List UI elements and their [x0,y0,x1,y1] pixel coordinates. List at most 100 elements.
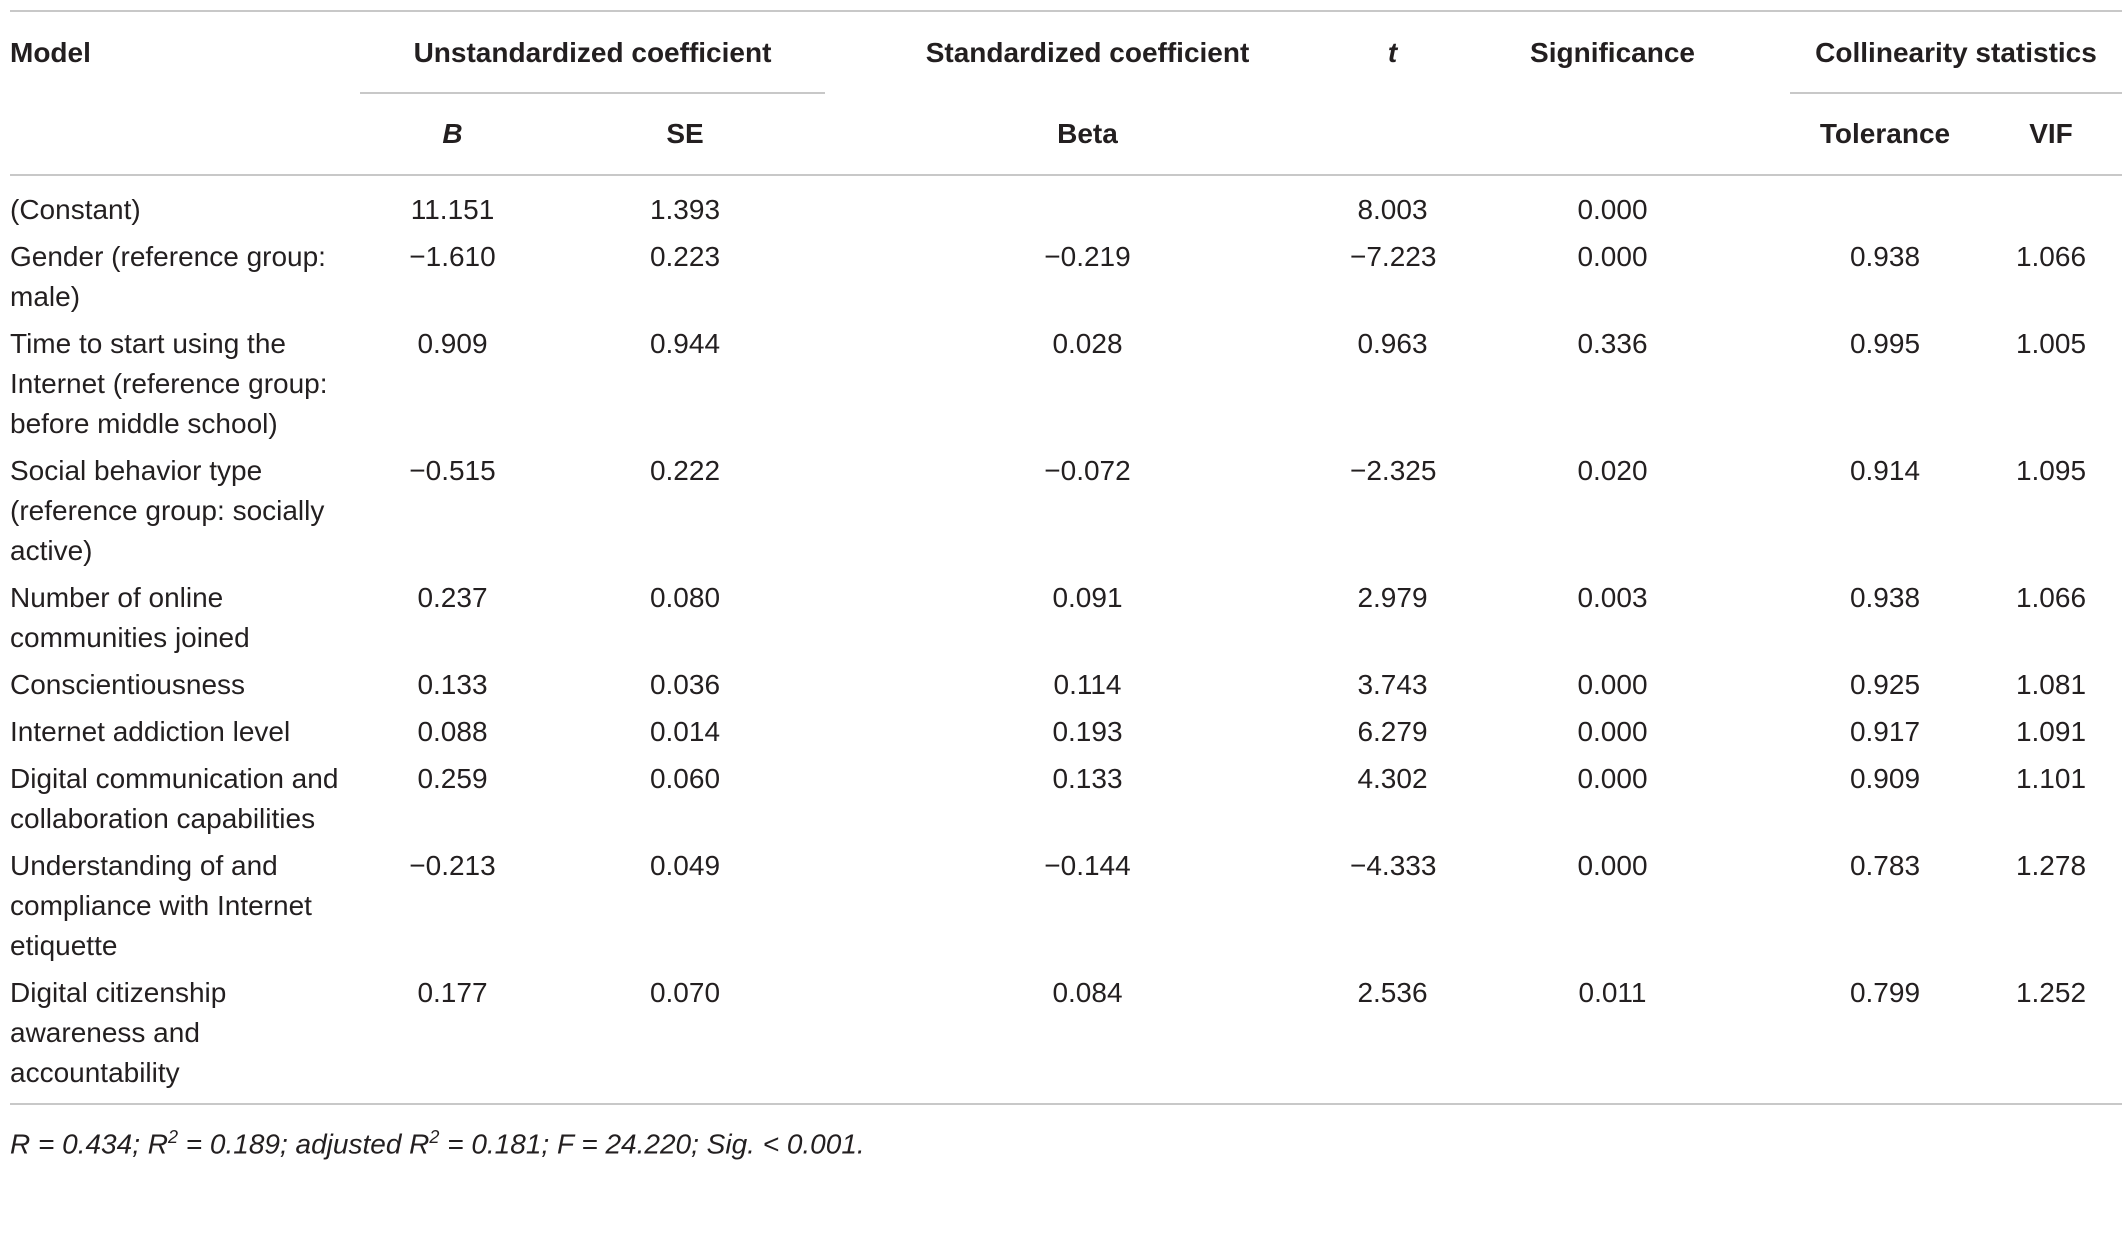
cell-beta: −0.072 [1044,455,1131,486]
cell-model: Time to start using the Internet (refere… [10,328,328,439]
table-row: (Constant) 11.151 1.393 8.003 0.000 [10,175,2122,237]
header-beta: Beta [1057,118,1118,149]
header-empty [10,94,360,175]
cell-vif: 1.101 [2015,763,2087,794]
header-significance: Significance [1530,37,1695,68]
cell-beta: 0.091 [1052,582,1123,613]
cell-beta [825,175,1350,237]
cell-beta: 0.084 [1052,977,1123,1008]
cell-beta: 0.114 [1053,669,1122,700]
footnote-r2-value: = 0.189; adjusted R [178,1128,430,1160]
cell-vif: 1.066 [2015,241,2087,272]
regression-table: Model Unstandardized coefficient Standar… [10,10,2122,1103]
cell-se: 0.049 [649,850,721,881]
cell-b: 11.151 [410,194,495,225]
regression-table-container: Model Unstandardized coefficient Standar… [10,10,2122,1164]
cell-se: 0.944 [649,328,721,359]
table-row: Gender (reference group: male) −1.610 0.22… [10,237,2122,324]
cell-beta: −0.144 [1044,850,1131,881]
cell-t: −4.333 [1350,850,1437,881]
cell-significance: 0.000 [1577,716,1648,747]
header-collinearity: Collinearity statistics [1790,11,2122,94]
cell-vif: 1.005 [2015,328,2087,359]
cell-t: 0.963 [1357,328,1428,359]
cell-tolerance: 0.799 [1849,977,1921,1008]
cell-significance: 0.003 [1577,582,1648,613]
cell-beta: 0.193 [1052,716,1123,747]
cell-t: −7.223 [1350,241,1437,272]
table-row: Digital citizenship awareness and accoun… [10,973,2122,1103]
cell-significance: 0.000 [1577,241,1648,272]
cell-model: Social behavior type (reference group: s… [10,455,325,566]
table-footnote: R = 0.434; R2 = 0.189; adjusted R2 = 0.1… [10,1117,2122,1164]
cell-se: 1.393 [649,194,721,225]
cell-b: 0.088 [417,716,488,747]
footnote-rest: = 0.181; F = 24.220; Sig. < 0.001. [439,1128,865,1160]
header-empty [1350,94,1435,175]
cell-beta: 0.133 [1052,763,1123,794]
table-row: Number of online communities joined 0.237… [10,578,2122,665]
cell-model: Internet addiction level [10,716,291,747]
table-row: Time to start using the Internet (refere… [10,324,2122,451]
cell-se: 0.036 [649,669,721,700]
table-row: Understanding of and compliance with Int… [10,846,2122,973]
footnote-adj-sup: 2 [429,1127,440,1147]
cell-b: 0.133 [417,669,488,700]
cell-t: 8.003 [1357,194,1428,225]
cell-model: Gender (reference group: male) [10,241,326,312]
cell-beta: −0.219 [1044,241,1131,272]
header-row-1: Model Unstandardized coefficient Standar… [10,11,2122,94]
header-tolerance: Tolerance [1819,118,1951,149]
cell-se: 0.070 [649,977,721,1008]
table-bottom-rule [10,1103,2122,1105]
table-row: Internet addiction level 0.088 0.014 0.193 6… [10,712,2122,759]
cell-tolerance: 0.938 [1849,582,1921,613]
cell-model: Conscientiousness [10,669,246,700]
cell-se: 0.060 [649,763,721,794]
cell-b: 0.259 [417,763,488,794]
cell-se: 0.014 [649,716,721,747]
cell-tolerance: 0.914 [1849,455,1921,486]
cell-tolerance: 0.917 [1849,716,1921,747]
header-standardized: Standardized coefficient [925,37,1250,68]
cell-significance: 0.336 [1577,328,1648,359]
cell-significance: 0.011 [1578,977,1647,1008]
header-se: SE [666,118,704,149]
table-body: (Constant) 11.151 1.393 8.003 0.000 Gender (r… [10,175,2122,1103]
cell-b: −0.213 [409,850,496,881]
footnote-r: R = 0.434; R [10,1128,168,1160]
cell-model: (Constant) [10,194,141,225]
cell-significance: 0.000 [1577,763,1648,794]
cell-tolerance: 0.925 [1849,669,1921,700]
header-row-2: B SE Beta Tolerance VIF [10,94,2122,175]
header-vif: VIF [2029,118,2073,149]
cell-t: −2.325 [1350,455,1437,486]
header-unstandardized: Unstandardized coefficient [360,11,825,94]
cell-t: 2.979 [1357,582,1428,613]
cell-b: 0.909 [417,328,488,359]
cell-tolerance: 0.995 [1849,328,1921,359]
cell-se: 0.223 [649,241,721,272]
header-b: B [442,118,463,149]
table-row: Conscientiousness 0.133 0.036 0.114 3.743 0.0… [10,665,2122,712]
cell-t: 3.743 [1357,669,1428,700]
cell-tolerance [1790,175,1980,237]
table-row: Digital communication and collaboration … [10,759,2122,846]
cell-vif: 1.081 [2015,669,2087,700]
cell-b: 0.237 [417,582,488,613]
cell-model: Digital citizenship awareness and accoun… [10,977,227,1088]
cell-tolerance: 0.909 [1849,763,1921,794]
cell-t: 4.302 [1357,763,1428,794]
cell-b: 0.177 [417,977,488,1008]
cell-tolerance: 0.938 [1849,241,1921,272]
cell-se: 0.080 [649,582,721,613]
cell-b: −0.515 [409,455,496,486]
cell-vif: 1.278 [2015,850,2087,881]
cell-t: 2.536 [1357,977,1428,1008]
cell-significance: 0.000 [1577,850,1648,881]
table-row: Social behavior type (reference group: s… [10,451,2122,578]
cell-significance: 0.000 [1577,669,1648,700]
cell-model: Digital communication and collaboration … [10,763,339,834]
cell-vif [1980,175,2122,237]
cell-vif: 1.091 [2015,716,2087,747]
